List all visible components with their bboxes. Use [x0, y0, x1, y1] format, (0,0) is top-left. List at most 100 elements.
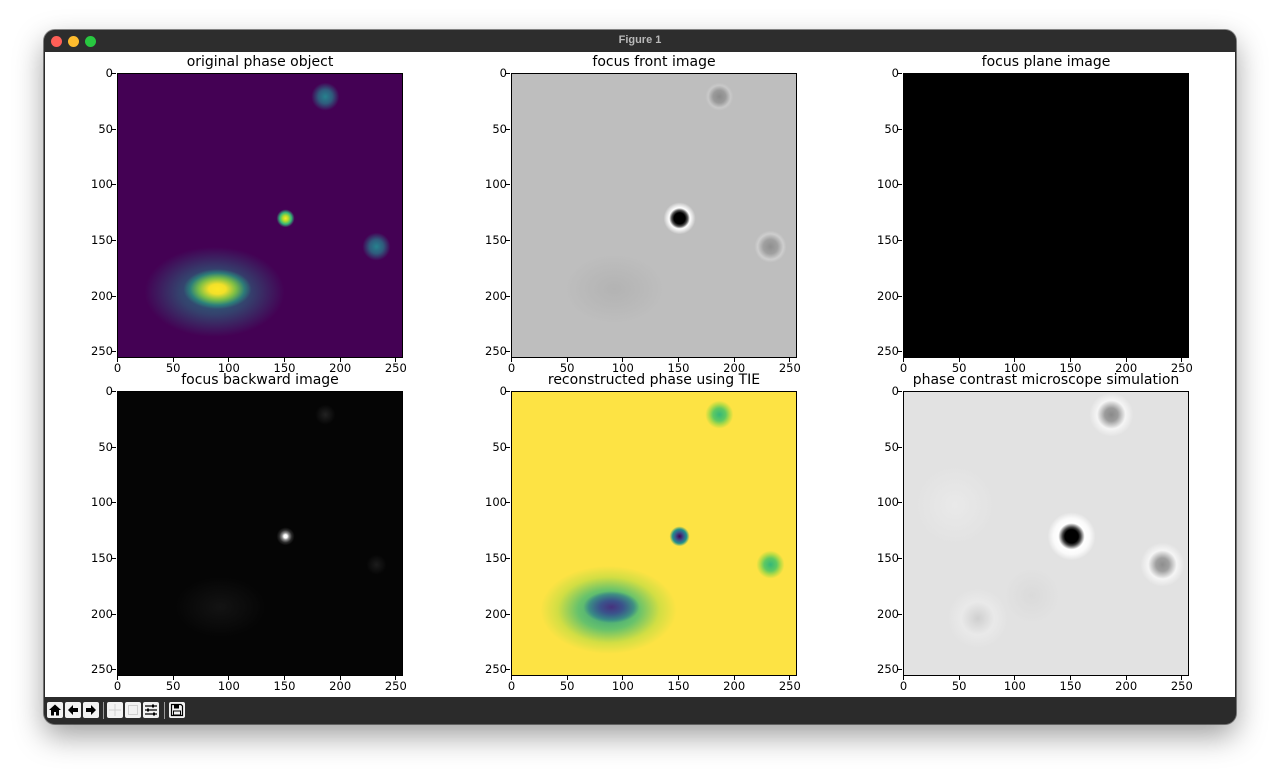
x-tick-label: 150 [1059, 361, 1082, 375]
x-tick-label: 0 [507, 679, 516, 693]
x-tick-label: 0 [113, 361, 122, 375]
subplot-original-phase-object: original phase object 0 50 100 150 200 250 0 50… [91, 54, 407, 375]
y-tick-label: 200 [485, 288, 507, 303]
x-tick-label: 200 [1115, 679, 1138, 693]
y-tick [506, 446, 510, 448]
x-tick-label: 150 [667, 361, 690, 375]
y-tick-label: 150 [91, 550, 113, 565]
toolbar-separator [164, 702, 165, 719]
y-tick [112, 239, 116, 241]
y-tick-label: 250 [485, 662, 507, 677]
x-tick-label: 100 [217, 361, 240, 375]
x-tick [339, 676, 341, 680]
save-button[interactable] [169, 702, 185, 718]
y-tick-label: 0 [891, 66, 899, 80]
x-tick-label: 0 [899, 361, 908, 375]
y-tick [506, 502, 510, 504]
x-tick-label: 150 [1059, 679, 1082, 693]
x-tick-label: 250 [778, 679, 801, 693]
x-tick-label: 50 [559, 361, 575, 375]
y-tick [506, 239, 510, 241]
close-window-button[interactable] [51, 36, 62, 47]
y-tick-label: 250 [877, 344, 899, 359]
x-tick-label: 100 [1003, 361, 1026, 375]
y-tick-label: 100 [485, 495, 507, 510]
y-tick [112, 295, 116, 297]
y-tick-label: 150 [877, 550, 899, 565]
arrow-right-icon [86, 705, 96, 715]
figure-window: Figure 1 original phase object 0 50 100 150… [44, 30, 1236, 724]
heatmap-image[interactable] [903, 391, 1189, 676]
x-tick-label: 250 [384, 679, 407, 693]
y-tick [898, 184, 902, 186]
y-tick [112, 184, 116, 186]
y-tick [898, 391, 902, 392]
y-tick [898, 239, 902, 241]
y-tick-label: 200 [877, 288, 899, 303]
x-tick [172, 358, 174, 362]
y-tick [898, 557, 902, 559]
x-tick [1014, 358, 1016, 362]
zoom-button[interactable] [125, 702, 141, 718]
y-tick-label: 100 [877, 177, 899, 192]
x-tick-label: 50 [165, 679, 181, 693]
minimize-window-button[interactable] [68, 36, 79, 47]
x-tick [622, 676, 624, 680]
y-tick-label: 0 [891, 384, 899, 398]
y-tick [506, 128, 510, 130]
figure-canvas[interactable]: original phase object 0 50 100 150 200 250 0 50… [45, 52, 1235, 697]
x-tick [1125, 676, 1127, 680]
x-tick-label: 150 [273, 679, 296, 693]
y-tick-label: 0 [105, 66, 113, 80]
maximize-window-button[interactable] [85, 36, 96, 47]
forward-button[interactable] [83, 702, 99, 718]
y-tick-label: 200 [485, 606, 507, 621]
navigation-toolbar [44, 697, 1236, 724]
y-tick-label: 200 [91, 288, 113, 303]
y-tick-label: 50 [98, 121, 113, 136]
y-tick [898, 128, 902, 130]
subplot-title: reconstructed phase using TIE [547, 372, 761, 388]
x-tick-label: 0 [899, 679, 908, 693]
y-tick-label: 50 [492, 439, 507, 454]
subplot-focus-plane-image: focus plane image 0 50 100 150 200 250 0 50 100 1… [877, 54, 1193, 375]
x-tick-label: 50 [951, 679, 967, 693]
x-tick-label: 200 [329, 361, 352, 375]
heatmap-image[interactable] [903, 73, 1189, 358]
y-tick-label: 150 [485, 232, 507, 247]
x-tick-label: 200 [1115, 361, 1138, 375]
y-tick [898, 73, 902, 74]
configure-subplots-button[interactable] [143, 702, 159, 718]
x-tick [283, 676, 285, 680]
x-tick-label: 250 [1170, 361, 1193, 375]
x-tick [117, 358, 118, 362]
y-tick-label: 0 [105, 384, 113, 398]
x-tick [903, 358, 904, 362]
x-tick-label: 250 [1170, 679, 1193, 693]
x-tick-label: 200 [329, 679, 352, 693]
back-button[interactable] [65, 702, 81, 718]
y-tick-label: 250 [485, 344, 507, 359]
y-tick-label: 150 [877, 232, 899, 247]
home-button[interactable] [47, 702, 63, 718]
heatmap-image[interactable] [511, 391, 797, 676]
x-tick [566, 358, 568, 362]
y-tick-label: 50 [884, 121, 899, 136]
heatmap-image[interactable] [511, 73, 797, 358]
subplot-title: phase contrast microscope simulation [912, 372, 1180, 388]
y-tick [506, 73, 510, 74]
heatmap-image[interactable] [117, 391, 403, 676]
y-tick-label: 50 [492, 121, 507, 136]
x-tick [511, 358, 512, 362]
x-tick-label: 100 [611, 679, 634, 693]
x-tick [395, 358, 397, 362]
y-tick [506, 669, 510, 671]
heatmap-image[interactable] [117, 73, 403, 358]
y-tick [506, 613, 510, 615]
x-tick-label: 200 [723, 361, 746, 375]
x-tick [903, 676, 904, 680]
x-tick [1069, 358, 1071, 362]
pan-button[interactable] [107, 702, 123, 718]
save-icon [170, 703, 184, 717]
home-icon [49, 704, 61, 716]
